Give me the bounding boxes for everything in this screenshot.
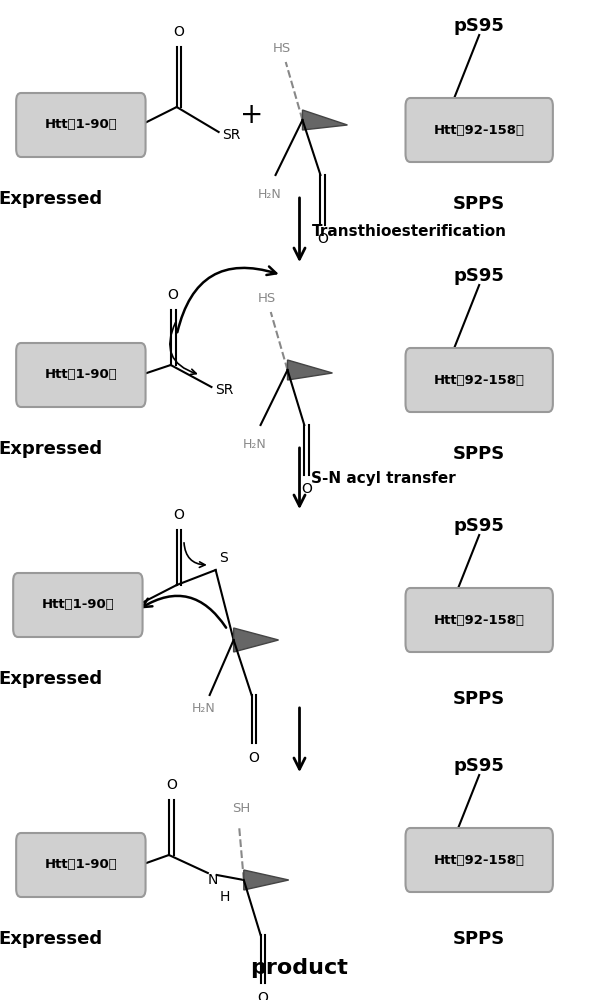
Text: Htt（1-90）: Htt（1-90） [44,858,117,871]
Text: Htt（92-158）: Htt（92-158） [434,613,525,626]
FancyBboxPatch shape [16,833,146,897]
Text: O: O [166,778,177,792]
Text: Htt（1-90）: Htt（1-90） [44,118,117,131]
Text: Transthioesterification: Transthioesterification [311,225,507,239]
Text: pS95: pS95 [454,267,504,285]
Text: N: N [208,873,218,887]
Text: SPPS: SPPS [453,930,506,948]
Text: O: O [174,25,184,39]
Text: Expressed: Expressed [0,440,103,458]
Polygon shape [234,628,279,652]
FancyBboxPatch shape [406,348,553,412]
FancyBboxPatch shape [406,588,553,652]
Text: Htt（1-90）: Htt（1-90） [44,368,117,381]
Text: O: O [168,288,179,302]
Text: H: H [220,890,230,904]
Text: SH: SH [232,802,250,815]
Text: SR: SR [222,128,240,142]
Text: H₂N: H₂N [243,438,267,451]
FancyBboxPatch shape [16,93,146,157]
Polygon shape [288,360,332,380]
Polygon shape [244,870,289,890]
Text: Expressed: Expressed [0,930,103,948]
Text: SPPS: SPPS [453,690,506,708]
Text: O: O [249,751,259,765]
FancyBboxPatch shape [13,573,143,637]
Text: HS: HS [258,292,276,305]
Text: O: O [301,482,312,496]
Text: Htt（92-158）: Htt（92-158） [434,123,525,136]
Text: pS95: pS95 [454,517,504,535]
Text: SPPS: SPPS [453,445,506,463]
FancyBboxPatch shape [16,343,146,407]
Text: O: O [317,232,328,246]
Text: O: O [258,991,268,1000]
Text: S: S [219,551,228,565]
FancyBboxPatch shape [406,98,553,162]
Text: Expressed: Expressed [0,190,103,208]
Text: Htt（1-90）: Htt（1-90） [41,598,114,611]
Text: +: + [240,101,264,129]
Polygon shape [302,110,347,130]
Text: pS95: pS95 [454,17,504,35]
Text: Htt（92-158）: Htt（92-158） [434,854,525,866]
Text: S-N acyl transfer: S-N acyl transfer [311,471,456,486]
Text: Htt（92-158）: Htt（92-158） [434,373,525,386]
Text: H₂N: H₂N [258,188,282,201]
Text: H₂N: H₂N [192,702,216,715]
Text: HS: HS [273,42,291,55]
Text: O: O [174,508,184,522]
Text: Expressed: Expressed [0,670,103,688]
Text: SR: SR [215,383,234,397]
Text: product: product [250,958,349,978]
Text: SPPS: SPPS [453,195,506,213]
Text: pS95: pS95 [454,757,504,775]
FancyBboxPatch shape [406,828,553,892]
